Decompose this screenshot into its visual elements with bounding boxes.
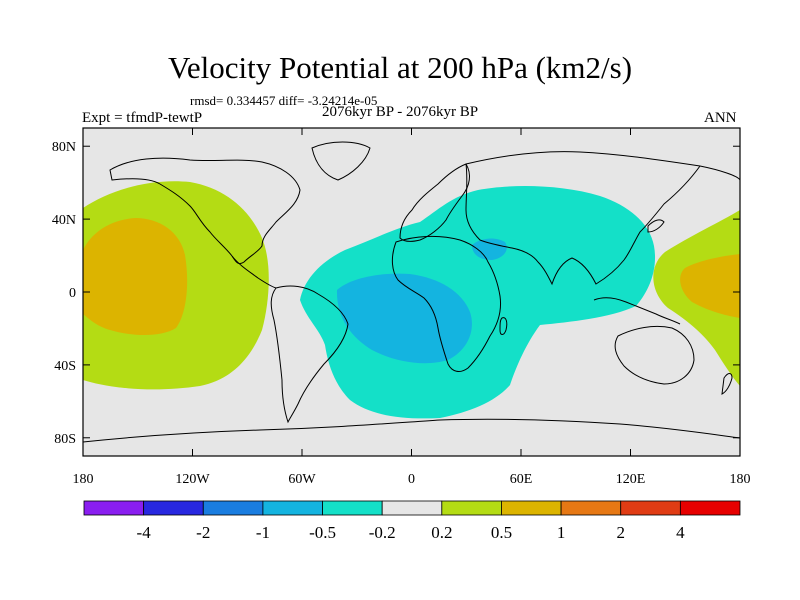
colorbar-swatch (83, 500, 145, 516)
contour-fill-layer (83, 181, 740, 419)
colorbar-label: 2 (616, 523, 625, 542)
x-tick-label: 120E (616, 472, 646, 487)
colorbar: -4 -2 -1 -0.5 -0.2 0.2 0.5 1 2 4 (83, 500, 741, 542)
coastline-new-zealand (721, 373, 733, 395)
colorbar-swatch (262, 500, 323, 516)
coastline-europe (399, 163, 470, 242)
y-tick-label: 80S (54, 432, 76, 447)
contour-pacific-east-inner (83, 218, 188, 335)
colorbar-label: 1 (557, 523, 566, 542)
coastline-south-america (270, 285, 349, 424)
axes-layer: 180 120W 60W 0 60E 120E 180 80N 40N 0 40S 80S (52, 128, 751, 487)
colorbar-label: -0.5 (309, 523, 336, 542)
coastline-antarctica (83, 418, 740, 443)
x-tick-label: 180 (730, 472, 751, 487)
contour-south-atlantic-core (336, 273, 472, 364)
y-tick-label: 40N (52, 213, 76, 228)
colorbar-label: -1 (256, 523, 270, 542)
chart-title: Velocity Potential at 200 hPa (km2/s) (167, 50, 633, 85)
x-tick-label: 180 (73, 472, 94, 487)
colorbar-swatch (501, 500, 562, 516)
coastline-central-america (231, 255, 277, 289)
colorbar-label: -4 (137, 523, 152, 542)
colorbar-swatch (679, 500, 741, 516)
coastline-madagascar (499, 317, 508, 335)
colorbar-label: 0.5 (491, 523, 512, 542)
contour-arabia-core (472, 238, 507, 260)
colorbar-label: 4 (676, 523, 685, 542)
coastline-north-america (109, 157, 301, 265)
season-label: ANN (704, 110, 737, 126)
x-tick-label: 120W (175, 472, 210, 487)
contour-pacific-west-inner (680, 254, 740, 318)
coastline-australia (614, 325, 695, 385)
x-tick-label: 0 (408, 472, 415, 487)
colorbar-swatch (202, 500, 264, 516)
period-label: 2076kyr BP - 2076kyr BP (322, 104, 479, 120)
colorbar-label: -2 (196, 523, 210, 542)
coastline-indonesia (593, 297, 681, 325)
contour-africa-asia-negative (300, 186, 656, 419)
coastline-africa (391, 235, 501, 372)
y-tick-label: 40S (54, 359, 76, 374)
x-tick-label: 60W (288, 472, 316, 487)
experiment-label: Expt = tfmdP-tewtP (82, 110, 203, 126)
colorbar-swatch (322, 500, 383, 516)
colorbar-swatch (620, 500, 681, 516)
colorbar-swatch (381, 500, 443, 516)
x-tick-label: 60E (510, 472, 533, 487)
colorbar-label: 0.2 (431, 523, 452, 542)
coastline-asia (465, 151, 740, 286)
coastline-japan (647, 219, 665, 233)
coastline-greenland (311, 141, 371, 181)
y-tick-label: 0 (69, 286, 76, 301)
stats-line: rmsd= 0.334457 diff= -3.24214e-05 (190, 93, 378, 108)
colorbar-swatch (143, 500, 204, 516)
y-tick-label: 80N (52, 140, 76, 155)
colorbar-swatch (441, 500, 502, 516)
colorbar-swatch (560, 500, 622, 516)
colorbar-label: -0.2 (369, 523, 396, 542)
coastline-layer (83, 141, 740, 443)
